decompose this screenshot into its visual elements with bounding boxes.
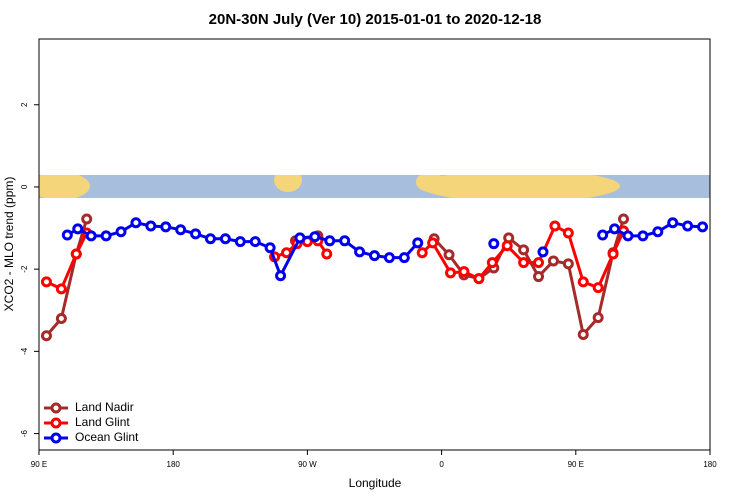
point bbox=[562, 227, 574, 239]
point bbox=[537, 246, 549, 258]
point bbox=[100, 230, 112, 242]
point bbox=[354, 246, 366, 258]
point bbox=[547, 255, 559, 267]
point bbox=[175, 224, 187, 236]
point bbox=[622, 230, 634, 242]
legend-label: Land Nadir bbox=[75, 400, 134, 414]
point bbox=[249, 236, 261, 248]
point bbox=[130, 217, 142, 229]
plot-frame bbox=[38, 38, 711, 451]
point bbox=[597, 229, 609, 241]
point bbox=[609, 223, 621, 235]
point bbox=[145, 220, 157, 232]
point bbox=[275, 270, 287, 282]
x-tick-label: 0 bbox=[439, 460, 444, 469]
point bbox=[618, 213, 630, 225]
x-axis-label: Longitude bbox=[349, 476, 402, 490]
point bbox=[190, 228, 202, 240]
point bbox=[549, 220, 561, 232]
point bbox=[204, 233, 216, 245]
point bbox=[518, 244, 530, 256]
point bbox=[55, 312, 67, 324]
point bbox=[427, 237, 439, 249]
point bbox=[398, 252, 410, 264]
point bbox=[321, 248, 333, 260]
point bbox=[324, 235, 336, 247]
point bbox=[562, 258, 574, 270]
point bbox=[70, 248, 82, 260]
point bbox=[40, 276, 52, 288]
legend-marker bbox=[50, 417, 62, 429]
legend-label: Ocean Glint bbox=[75, 430, 139, 444]
point bbox=[61, 229, 73, 241]
point bbox=[533, 271, 545, 283]
legend-label: Land Glint bbox=[75, 415, 130, 429]
map-strip bbox=[39, 175, 710, 198]
point bbox=[486, 257, 498, 269]
x-tick-label: 90 W bbox=[298, 460, 317, 469]
y-tick-label: 0 bbox=[20, 184, 29, 189]
point bbox=[416, 247, 428, 259]
point bbox=[40, 330, 52, 342]
chart-title: 20N-30N July (Ver 10) 2015-01-01 to 2020… bbox=[209, 11, 542, 28]
point bbox=[488, 238, 500, 250]
point bbox=[55, 283, 67, 295]
point bbox=[682, 220, 694, 232]
point bbox=[264, 242, 276, 254]
point bbox=[115, 226, 127, 238]
point bbox=[234, 236, 246, 248]
x-tick-label: 90 E bbox=[568, 460, 584, 469]
legend-marker bbox=[50, 402, 62, 414]
y-tick-label: -6 bbox=[20, 429, 29, 437]
point bbox=[607, 248, 619, 260]
y-tick-label: -2 bbox=[20, 265, 29, 273]
x-tick-label: 180 bbox=[703, 460, 717, 469]
point bbox=[637, 230, 649, 242]
point bbox=[383, 252, 395, 264]
point bbox=[281, 247, 293, 259]
point bbox=[592, 312, 604, 324]
x-tick-label: 90 E bbox=[31, 460, 47, 469]
legend-marker bbox=[50, 432, 62, 444]
point bbox=[72, 223, 84, 235]
point bbox=[501, 240, 513, 252]
point bbox=[443, 249, 455, 261]
point bbox=[339, 235, 351, 247]
point bbox=[592, 282, 604, 294]
point bbox=[473, 273, 485, 285]
y-axis-label: XCO2 - MLO trend (ppm) bbox=[2, 177, 16, 312]
point bbox=[458, 266, 470, 278]
point bbox=[309, 231, 321, 243]
point bbox=[518, 257, 530, 269]
x-tick-label: 180 bbox=[167, 460, 181, 469]
point bbox=[577, 276, 589, 288]
y-tick-label: 2 bbox=[20, 102, 29, 107]
y-tick-label: -4 bbox=[20, 347, 29, 355]
point bbox=[81, 213, 93, 225]
point bbox=[445, 267, 457, 279]
point bbox=[577, 329, 589, 341]
point bbox=[412, 237, 424, 249]
point bbox=[85, 230, 97, 242]
point bbox=[369, 250, 380, 262]
point bbox=[219, 233, 231, 245]
point bbox=[294, 232, 306, 244]
point bbox=[160, 221, 172, 233]
point bbox=[652, 226, 664, 238]
point bbox=[533, 257, 545, 269]
point bbox=[667, 217, 679, 229]
point bbox=[697, 221, 709, 233]
